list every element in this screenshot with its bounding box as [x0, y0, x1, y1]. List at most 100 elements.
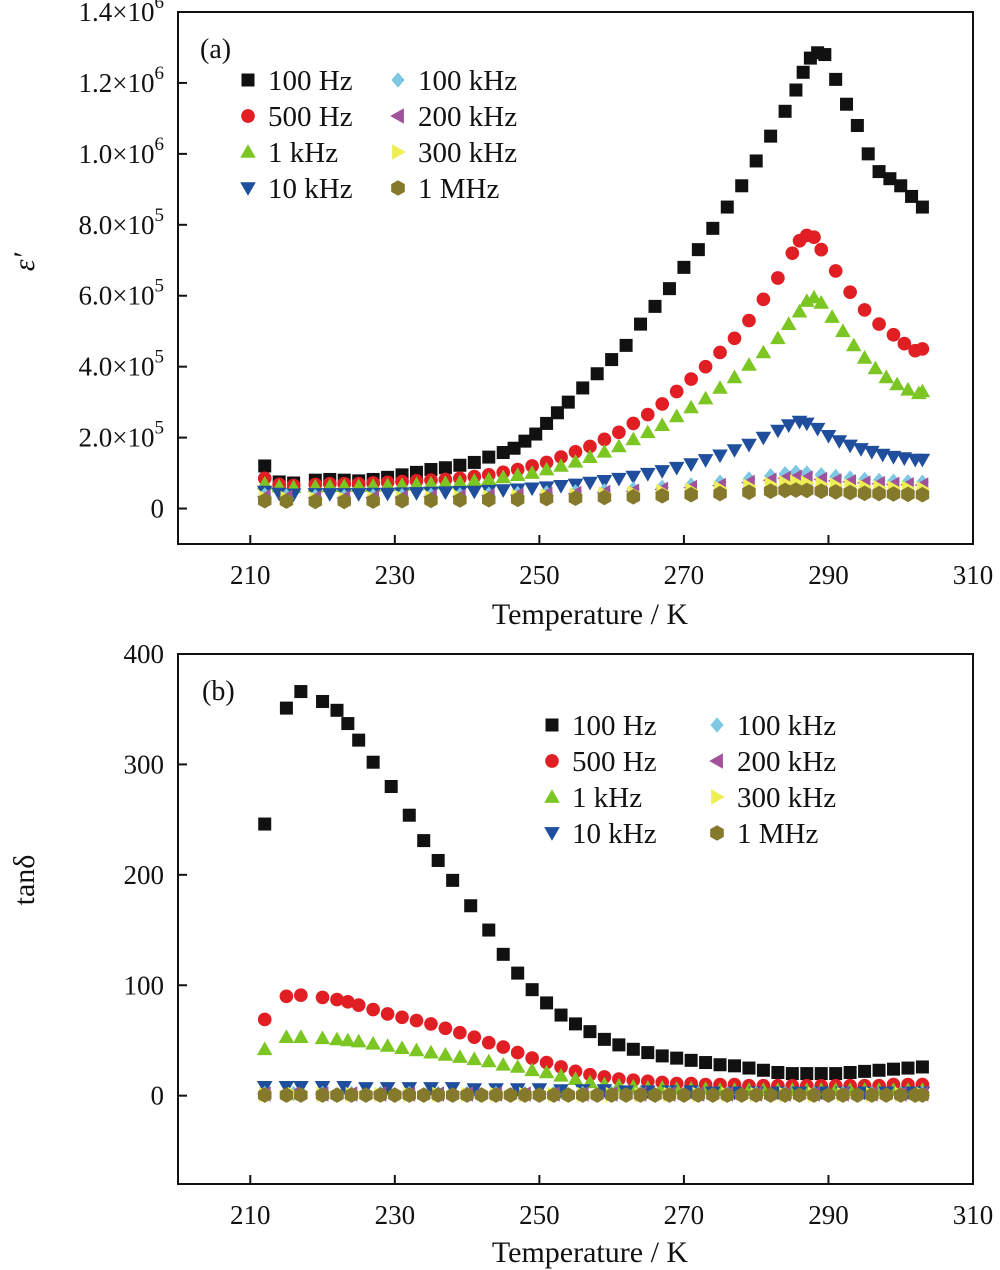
data-point-500-hz: [626, 416, 641, 431]
data-point-10-khz: [350, 488, 367, 502]
data-point-100-hz: [496, 445, 510, 459]
data-point-100-hz: [771, 1065, 785, 1079]
data-point-1-mhz: [865, 1087, 879, 1103]
data-point-1-khz: [889, 376, 905, 391]
data-point-10-khz: [755, 431, 772, 446]
data-point-1-khz: [538, 1064, 555, 1079]
legend-marker-1-mhz: [391, 180, 405, 196]
data-point-500-hz: [568, 444, 583, 459]
data-point-10-khz: [726, 444, 743, 458]
data-point-1-mhz: [836, 1087, 850, 1103]
panel-a-x-ticks: 210 230 250 270 290 310: [230, 535, 993, 590]
legend-item-100-khz: 100 kHz: [391, 65, 517, 97]
data-point-100-hz: [330, 703, 344, 717]
data-point-1-mhz: [359, 1087, 373, 1103]
data-point-1-mhz: [684, 486, 698, 503]
data-point-100-hz: [883, 172, 897, 186]
legend-marker-500-hz: [241, 109, 255, 123]
data-point-100-hz: [402, 808, 416, 822]
data-point-10-khz: [408, 487, 425, 501]
data-point-1-mhz: [655, 488, 669, 504]
legend-marker-100-khz: [391, 72, 405, 88]
data-point-500-hz: [467, 1030, 482, 1044]
data-point-10-khz: [697, 454, 714, 468]
data-point-1-mhz: [561, 1087, 575, 1103]
legend-label: 200 kHz: [418, 101, 517, 133]
data-point-1-khz: [813, 295, 829, 309]
data-point-500-hz: [315, 990, 330, 1005]
data-point-1-mhz: [619, 1087, 633, 1103]
series-100-hz: [258, 46, 929, 490]
data-point-10-khz: [820, 430, 837, 444]
legend-item-10-khz: 10 kHz: [544, 818, 657, 850]
y-tick-label: 100: [124, 970, 165, 1000]
y-tick-label: 0: [151, 494, 165, 524]
data-point-1-mhz: [792, 1087, 807, 1103]
data-point-100-hz: [279, 701, 293, 715]
data-point-500-hz: [669, 384, 684, 399]
data-point-100-hz: [518, 434, 532, 448]
panel-a-data-markers: [256, 46, 931, 510]
panel-a-y-axis-label: ε′: [8, 252, 41, 271]
legend-item-1-mhz: 1 MHz: [710, 818, 818, 850]
data-point-1-mhz: [778, 1087, 792, 1103]
y-tick-label: 0: [151, 1081, 165, 1111]
data-point-1-mhz: [503, 1087, 518, 1103]
data-point-100-hz: [872, 1063, 886, 1077]
data-point-500-hz: [915, 342, 930, 356]
data-point-100-hz: [655, 1049, 669, 1063]
data-point-1-mhz: [713, 485, 727, 502]
data-point-100-hz: [901, 1061, 915, 1075]
legend-marker-500-hz: [545, 754, 559, 768]
x-tick-label: 230: [375, 1200, 416, 1230]
data-point-1-khz: [654, 417, 670, 431]
data-point-10-khz: [524, 482, 540, 497]
data-point-1-mhz: [510, 491, 525, 508]
data-point-100-hz: [749, 154, 763, 168]
data-point-500-hz: [496, 1040, 511, 1054]
data-point-500-hz: [395, 1010, 409, 1025]
data-point-500-hz: [438, 1021, 453, 1036]
data-point-1-khz: [867, 360, 884, 375]
data-point-100-hz: [438, 461, 452, 475]
data-point-1-mhz: [915, 1087, 930, 1103]
data-point-1-mhz: [453, 492, 467, 508]
data-point-1-khz: [770, 330, 786, 345]
data-point-1-mhz: [662, 1087, 677, 1103]
legend-item-1-khz: 1 kHz: [544, 782, 642, 814]
y-tick-label: 2.0×105: [79, 418, 164, 453]
data-point-100-hz: [576, 381, 590, 395]
data-point-500-hz: [814, 242, 829, 257]
data-point-100-hz: [800, 1067, 814, 1081]
data-point-500-hz: [554, 1060, 568, 1074]
legend-item-10-khz: 10 kHz: [240, 173, 353, 205]
data-point-1-khz: [553, 458, 569, 472]
panel-b-loss-tangent-chart: (b) 210 230 250 270 290 310 0 100 200 300 400 100…: [8, 639, 993, 1269]
x-tick-label: 310: [953, 1200, 994, 1230]
data-point-1-mhz: [258, 492, 272, 509]
panel-b-y-axis-label: tanδ: [8, 855, 41, 906]
data-point-100-hz: [258, 817, 272, 831]
data-point-1-khz: [350, 1033, 367, 1048]
data-point-100-hz: [861, 147, 875, 161]
data-point-10-khz: [582, 476, 598, 491]
legend-label: 1 MHz: [418, 173, 499, 205]
data-point-1-mhz: [308, 493, 323, 510]
data-point-100-hz: [417, 834, 431, 848]
data-point-500-hz: [727, 331, 742, 346]
data-point-100-hz: [464, 899, 478, 913]
data-point-10-khz: [336, 1081, 352, 1095]
data-point-1-khz: [799, 293, 815, 307]
panel-b-x-axis-label: Temperature / K: [492, 1236, 688, 1269]
data-point-500-hz: [539, 1055, 554, 1070]
legend-item-500-hz: 500 Hz: [241, 101, 353, 133]
data-point-1-khz: [329, 1031, 345, 1046]
data-point-1-mhz: [424, 492, 438, 509]
data-point-100-hz: [550, 406, 564, 420]
data-point-100-hz: [453, 458, 467, 472]
data-point-100-hz: [641, 1046, 655, 1060]
panel-b-y-ticks: 0 100 200 300 400: [124, 639, 187, 1111]
data-point-1-khz: [538, 461, 555, 476]
data-point-1-khz: [408, 1042, 425, 1057]
